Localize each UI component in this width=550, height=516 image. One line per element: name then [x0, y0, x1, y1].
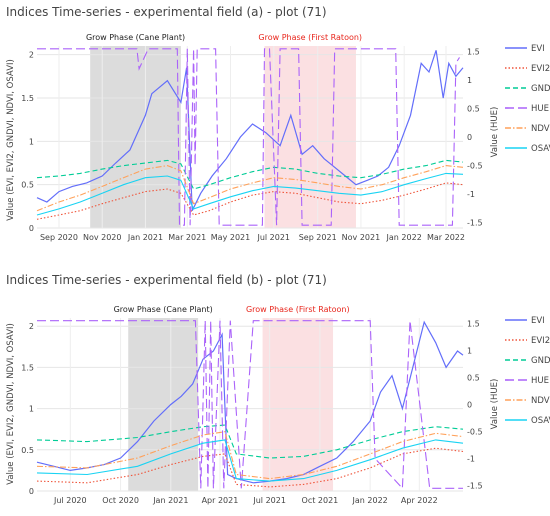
y-tick-label: 1	[29, 137, 34, 146]
y2-tick-label: 0.5	[467, 105, 480, 114]
legend-item-hue[interactable]: HUE	[531, 104, 549, 114]
series-line-evi2	[36, 182, 464, 220]
chart-title: Indices Time-series - experimental field…	[6, 273, 327, 287]
phase-band	[262, 318, 334, 491]
x-tick-label: Apr 2022	[401, 496, 438, 505]
y2-tick-label: -0.5	[467, 161, 483, 170]
y2-tick-label: -1.5	[467, 218, 483, 227]
gridlines	[37, 46, 463, 229]
legend-item-ndvi[interactable]: NDVI	[531, 124, 550, 134]
axes: 0 0.5 1 1.5 2 -1.5 -1 -0.5 0 0.5 1 1.5 Sep 2020 Nov 2…	[21, 48, 482, 242]
legend-item-gndvi[interactable]: GNDVI	[531, 356, 550, 366]
legend-item-osavi[interactable]: OSAVI	[531, 144, 550, 154]
series-line-gndvi	[36, 424, 464, 459]
x-tick-label: Nov 2020	[83, 233, 122, 242]
x-tick-label: Sep 2021	[299, 233, 337, 242]
series-line-ndvi	[36, 431, 464, 480]
y2-tick-label: 0	[467, 401, 472, 410]
y-axis-label: Value (EVI, EVI2, GNDVI, NDVI, OSAVI)	[6, 59, 16, 221]
y-tick-label: 2	[29, 51, 34, 60]
x-tick-label: Sep 2020	[40, 233, 78, 242]
y-tick-label: 1.5	[21, 94, 34, 103]
x-tick-label: Mar 2021	[168, 233, 206, 242]
y-tick-label: 0	[29, 224, 34, 233]
series-line-osavi	[36, 439, 464, 482]
phase-bands: Grow Phase (Cane Plant) Grow Phase (First…	[86, 33, 362, 228]
y-tick-label: 1	[29, 405, 34, 414]
y2-tick-label: 1	[467, 76, 472, 85]
y2-tick-label: -1	[467, 190, 475, 199]
chart-panel-b: Indices Time-series - experimental field…	[6, 273, 550, 505]
legend-item-hue[interactable]: HUE	[531, 376, 549, 386]
y2-axis-label: Value (HUE)	[490, 107, 500, 158]
phase-bands: Grow Phase (Cane Plant) Grow Phase (First…	[114, 305, 350, 491]
series-line-hue	[37, 320, 463, 490]
legend: EVI EVI2 GNDVI HUE NDVI OSAVI	[505, 44, 550, 154]
x-tick-label: May 2021	[211, 233, 250, 242]
series-lines	[36, 48, 464, 226]
y2-axis-label: Value (HUE)	[490, 379, 500, 430]
phase-band-label: Grow Phase (Cane Plant)	[86, 33, 185, 42]
x-tick-label: Jul 2020	[53, 496, 87, 505]
y-tick-label: 0	[29, 487, 34, 496]
x-tick-label: Mar 2022	[427, 233, 465, 242]
y-tick-label: 2	[29, 322, 34, 331]
axes: 0 0.5 1 1.5 2 -1.5 -1 -0.5 0 0.5 1 1.5 Jul 2020 Oct 2…	[21, 319, 482, 505]
y-tick-label: 0.5	[21, 181, 34, 190]
x-tick-label: Jul 2021	[256, 233, 290, 242]
x-tick-label: Jan 2021	[127, 233, 163, 242]
y2-tick-label: 0	[467, 133, 472, 142]
x-tick-label: Nov 2021	[342, 233, 381, 242]
series-line-osavi	[36, 172, 464, 216]
series-line-hue	[37, 48, 460, 226]
series-line-evi	[36, 320, 464, 484]
legend-item-evi[interactable]: EVI	[531, 316, 545, 326]
legend-item-gndvi[interactable]: GNDVI	[531, 84, 550, 94]
legend-item-osavi[interactable]: OSAVI	[531, 416, 550, 426]
y2-tick-label: -0.5	[467, 428, 483, 437]
series-line-evi	[36, 50, 464, 211]
y2-tick-label: -1.5	[467, 482, 483, 491]
y2-tick-label: -1	[467, 455, 475, 464]
y2-tick-label: 1.5	[467, 48, 480, 57]
legend-item-evi2[interactable]: EVI2	[531, 336, 550, 346]
chart-title: Indices Time-series - experimental field…	[6, 5, 327, 19]
x-tick-label: Jan 2022	[386, 233, 422, 242]
x-tick-label: Apr 2021	[202, 496, 239, 505]
x-tick-label: Oct 2020	[102, 496, 139, 505]
y-tick-label: 0.5	[21, 446, 34, 455]
series-line-evi2	[36, 447, 464, 488]
chart-panel-a: Indices Time-series - experimental field…	[6, 5, 550, 242]
phase-band	[128, 318, 199, 491]
x-tick-label: Jul 2021	[252, 496, 286, 505]
y2-tick-label: 1.5	[467, 319, 480, 328]
series-lines	[36, 320, 464, 490]
y-axis-label: Value (EVI, EVI2, GNDVI, NDVI, OSAVI)	[6, 323, 16, 485]
legend: EVI EVI2 GNDVI HUE NDVI OSAVI	[505, 316, 550, 426]
legend-item-ndvi[interactable]: NDVI	[531, 396, 550, 406]
x-tick-label: Jan 2022	[352, 496, 388, 505]
x-tick-label: Jan 2021	[152, 496, 188, 505]
series-line-gndvi	[36, 159, 464, 190]
series-line-ndvi	[36, 165, 464, 212]
legend-item-evi[interactable]: EVI	[531, 44, 545, 54]
y2-tick-label: 1	[467, 346, 472, 355]
y2-tick-label: 0.5	[467, 373, 480, 382]
phase-band-label: Grow Phase (First Ratoon)	[258, 33, 362, 42]
legend-item-evi2[interactable]: EVI2	[531, 64, 550, 74]
phase-band-label: Grow Phase (Cane Plant)	[114, 305, 213, 314]
y-tick-label: 1.5	[21, 363, 34, 372]
phase-band-label: Grow Phase (First Ratoon)	[246, 305, 350, 314]
x-tick-label: Oct 2021	[302, 496, 339, 505]
